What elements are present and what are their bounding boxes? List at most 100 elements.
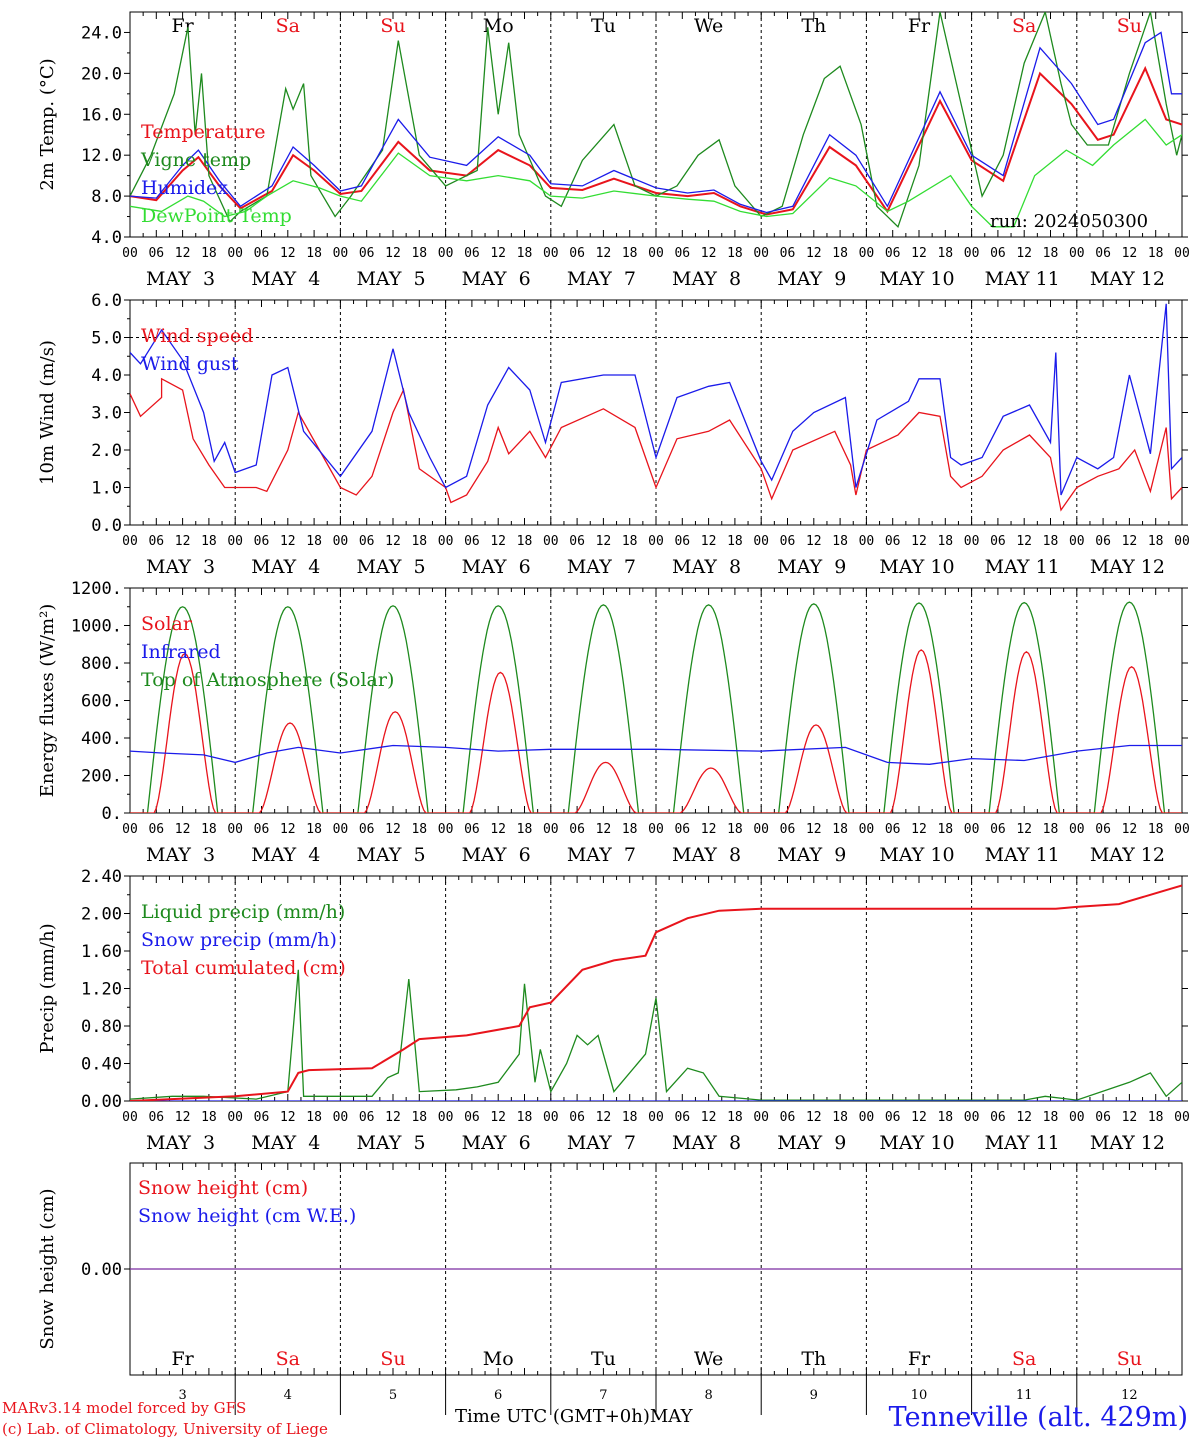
date-label: MAY 3 (146, 1132, 215, 1154)
hour-label: 00 (438, 534, 454, 549)
hour-label: 06 (780, 534, 796, 549)
run-annotation: run: 2024050300 (990, 211, 1148, 232)
date-label: MAY 8 (672, 844, 741, 866)
hour-label: 12 (911, 822, 927, 837)
day-name-label: We (694, 1348, 723, 1370)
hour-label: 12 (1122, 246, 1138, 261)
hour-label: 00 (1069, 246, 1085, 261)
day-name-label: Su (380, 1348, 405, 1370)
hour-label: 12 (280, 534, 296, 549)
hour-label: 18 (622, 246, 638, 261)
hour-label: 00 (648, 1110, 664, 1125)
day-name-label: Th (801, 15, 826, 37)
panel-frame-2 (129, 587, 1183, 814)
hour-label: 12 (1016, 534, 1032, 549)
date-label: MAY 7 (567, 556, 636, 578)
y-tick-label: 4.0 (91, 366, 122, 386)
hour-label: 00 (753, 1110, 769, 1125)
hour-label: 12 (175, 822, 191, 837)
y-tick-label: 600. (81, 692, 122, 712)
hour-label: 12 (701, 534, 717, 549)
hour-label: 18 (832, 534, 848, 549)
hour-label: 18 (727, 246, 743, 261)
hour-label: 18 (937, 534, 953, 549)
date-label: MAY 5 (356, 556, 425, 578)
series-line-liquid-precip-mm-h- (130, 969, 1182, 1101)
hour-label: 00 (438, 246, 454, 261)
date-label: MAY 9 (777, 844, 846, 866)
hour-label: 12 (1122, 534, 1138, 549)
hour-label: 06 (885, 534, 901, 549)
hour-label: 06 (780, 822, 796, 837)
hour-label: 00 (1174, 534, 1190, 549)
date-label: MAY 10 (879, 268, 954, 290)
hour-label: 12 (280, 1110, 296, 1125)
hour-label: 06 (464, 246, 480, 261)
y-tick-label: 0.0 (91, 516, 122, 536)
hour-label: 06 (1095, 822, 1111, 837)
date-label: MAY 5 (356, 268, 425, 290)
day-number-label: 5 (389, 1388, 397, 1403)
hour-label: 12 (596, 246, 612, 261)
hour-label: 06 (148, 1110, 164, 1125)
series-line-total-cumulated-cm- (130, 884, 1182, 1101)
hour-label: 18 (622, 822, 638, 837)
day-name-label: Mo (483, 1348, 514, 1370)
y-tick-label: 1.20 (81, 980, 122, 1000)
hour-label: 06 (148, 246, 164, 261)
day-name-label: Fr (908, 1348, 931, 1370)
hour-label: 06 (1095, 246, 1111, 261)
hour-label: 06 (254, 534, 270, 549)
hour-label: 18 (201, 246, 217, 261)
day-name-label: Su (1117, 15, 1142, 37)
series-line-dewpoint-temp (130, 118, 1182, 228)
hour-label: 18 (622, 534, 638, 549)
y-tick-label: 0. (102, 804, 122, 824)
hour-label: 06 (148, 534, 164, 549)
hour-label: 06 (1095, 534, 1111, 549)
date-label: MAY 9 (777, 1132, 846, 1154)
hour-label: 06 (464, 1110, 480, 1125)
day-name-label: Sa (1012, 1348, 1036, 1370)
date-label: MAY 7 (567, 1132, 636, 1154)
y-tick-label: 400. (81, 729, 122, 749)
hour-label: 00 (122, 534, 138, 549)
hour-label: 12 (1122, 822, 1138, 837)
legend-entry: Snow precip (mm/h) (141, 929, 337, 951)
hour-label: 18 (517, 246, 533, 261)
day-name-label: Tu (591, 15, 616, 37)
hour-label: 12 (911, 534, 927, 549)
hour-label: 12 (701, 1110, 717, 1125)
y-tick-label: 5.0 (91, 329, 122, 349)
date-label: MAY 6 (462, 268, 531, 290)
hour-label: 18 (937, 1110, 953, 1125)
legend-entry: Liquid precip (mm/h) (141, 901, 345, 923)
hour-label: 18 (1043, 822, 1059, 837)
hour-label: 00 (122, 1110, 138, 1125)
hour-label: 06 (990, 1110, 1006, 1125)
hour-label: 18 (306, 246, 322, 261)
hour-label: 00 (859, 246, 875, 261)
hour-label: 12 (1016, 246, 1032, 261)
hour-label: 00 (964, 534, 980, 549)
hour-label: 18 (937, 246, 953, 261)
date-label: MAY 10 (879, 844, 954, 866)
hour-label: 00 (333, 1110, 349, 1125)
hour-label: 12 (596, 822, 612, 837)
hour-label: 12 (1122, 1110, 1138, 1125)
date-label: MAY 6 (462, 1132, 531, 1154)
date-label: MAY 3 (146, 268, 215, 290)
hour-label: 12 (911, 246, 927, 261)
hour-label: 12 (175, 534, 191, 549)
day-number-label: 7 (599, 1388, 607, 1403)
hour-label: 00 (333, 246, 349, 261)
hour-label: 18 (517, 534, 533, 549)
day-name-label: We (694, 15, 723, 37)
legend-entry: Wind gust (141, 353, 239, 375)
hour-label: 00 (227, 246, 243, 261)
legend-entry: Snow height (cm) (138, 1177, 308, 1199)
day-number-label: 9 (810, 1388, 818, 1403)
day-name-label: Su (1117, 1348, 1142, 1370)
hour-label: 12 (280, 822, 296, 837)
date-label: MAY 10 (879, 1132, 954, 1154)
